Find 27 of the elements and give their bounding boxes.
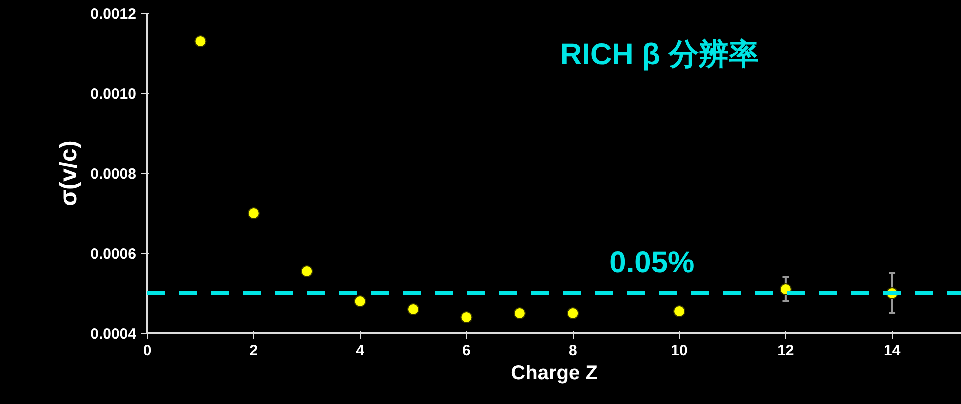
point bbox=[780, 284, 792, 296]
point bbox=[194, 36, 207, 48]
point bbox=[514, 308, 526, 320]
x-tick-label: 10 bbox=[671, 342, 688, 360]
x-tick-label: 6 bbox=[462, 342, 471, 360]
x-tick-label: 4 bbox=[356, 342, 366, 360]
x-tick-label: 0 bbox=[143, 342, 152, 360]
x-axis-title: Charge Z bbox=[511, 362, 598, 384]
y-tick-label: 0.0006 bbox=[90, 246, 137, 263]
y-tick-label: 0.0008 bbox=[90, 166, 137, 183]
x-tick-label: 2 bbox=[250, 342, 258, 360]
point bbox=[460, 312, 473, 324]
text: RICH β 分辨率 bbox=[560, 38, 759, 72]
ref-line-label: 0.05% bbox=[610, 246, 695, 280]
x-tick-label: 14 bbox=[884, 342, 902, 360]
x-tick-label: 8 bbox=[568, 342, 578, 360]
point bbox=[674, 306, 686, 318]
point bbox=[408, 304, 420, 316]
y-axis-title: σ(v/c) bbox=[56, 140, 83, 206]
point bbox=[248, 208, 260, 220]
point bbox=[354, 296, 366, 308]
y-tick-label: 0.0010 bbox=[90, 86, 137, 103]
point bbox=[301, 266, 314, 278]
y-tick-label: 0.0004 bbox=[90, 326, 138, 343]
x-tick-label: 12 bbox=[778, 342, 794, 360]
point bbox=[567, 308, 580, 320]
y-tick-label: 0.0012 bbox=[90, 6, 137, 23]
